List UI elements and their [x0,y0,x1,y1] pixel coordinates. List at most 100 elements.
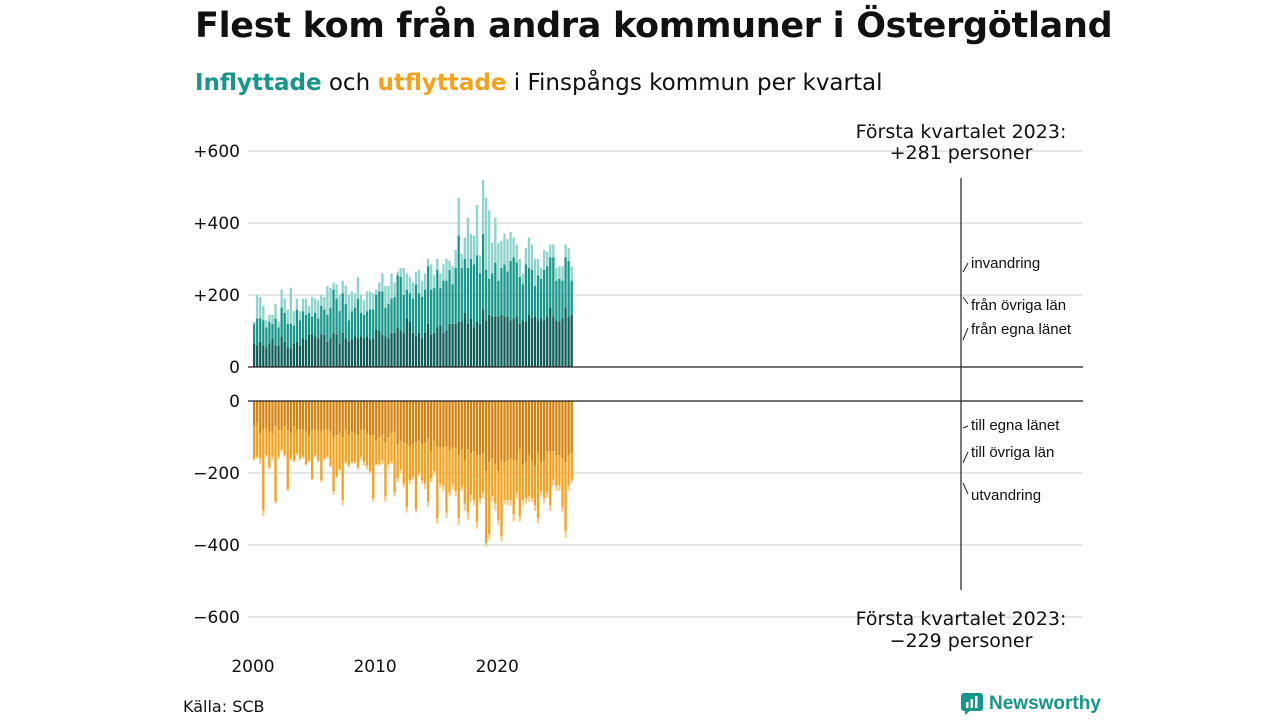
bar-out-egna-lanet [304,401,308,432]
bar-in-ovriga-lan [304,314,308,340]
bar-in-utland [326,286,329,315]
bar-out-egna-lanet [289,401,292,434]
bar-in-egna-lanet [314,336,317,367]
bar-in-ovriga-lan [448,269,451,324]
bar-in-egna-lanet [552,316,555,367]
bar-in-ovriga-lan [546,266,549,317]
bar-in-egna-lanet [530,318,534,367]
bar-in-egna-lanet [494,316,497,367]
bar-in-utland [558,266,561,279]
bar-in-ovriga-lan [417,293,421,333]
bar-out-egna-lanet [439,401,442,448]
bar-out-utland [356,467,360,470]
bar-in-utland [469,233,473,259]
x-tick: 2020 [476,657,519,677]
bar-in-utland [561,266,564,281]
bar-in-utland [317,300,320,319]
bar-out-utland [344,462,347,464]
bar-out-egna-lanet [301,401,305,430]
bar-out-utland [280,449,283,452]
bar-out-utland [448,492,451,497]
bar-out-egna-lanet [451,401,454,448]
bar-out-ovriga-lan [439,447,442,484]
bar-in-ovriga-lan [408,293,411,322]
bar-out-utland [311,478,314,481]
bar-out-ovriga-lan [369,435,372,472]
bar-in-egna-lanet [286,347,289,367]
bar-in-egna-lanet [445,331,448,367]
bar-out-utland [451,483,454,490]
bar-out-ovriga-lan [378,437,381,464]
bar-in-egna-lanet [298,345,302,367]
annotation-top-line1: Första kvartalet 2023: [856,121,1067,143]
bar-out-ovriga-lan [307,435,311,461]
bar-in-utland [314,298,317,313]
bar-out-ovriga-lan [314,429,317,455]
bar-in-ovriga-lan [320,305,323,335]
bar-out-egna-lanet [549,401,552,452]
bar-in-egna-lanet [527,314,531,367]
bar-in-ovriga-lan [280,307,283,337]
bar-in-ovriga-lan [466,268,470,324]
bar-out-utland [387,464,390,468]
bar-out-egna-lanet [271,401,274,434]
bar-out-utland [402,483,405,488]
bar-in-egna-lanet [265,347,268,367]
bar-in-ovriga-lan [500,268,503,315]
bar-in-ovriga-lan [341,293,344,333]
bar-out-ovriga-lan [445,446,448,513]
bar-out-egna-lanet [396,401,399,445]
bar-out-ovriga-lan [372,435,375,499]
bar-in-utland [549,244,552,258]
bar-out-utland [347,465,350,468]
bar-out-egna-lanet [381,401,384,436]
bar-out-ovriga-lan [332,437,335,491]
bar-out-ovriga-lan [549,451,552,506]
bar-out-ovriga-lan [427,438,430,502]
bar-in-egna-lanet [558,322,561,367]
bar-out-egna-lanet [365,401,369,434]
bar-out-egna-lanet [454,401,457,448]
bar-out-egna-lanet [372,401,375,436]
bar-in-egna-lanet [539,318,543,367]
bar-in-ovriga-lan [353,307,357,337]
bar-in-egna-lanet [491,316,494,367]
bar-out-egna-lanet [265,401,268,428]
bar-out-utland [420,480,424,484]
bar-out-egna-lanet [570,401,573,454]
bar-out-egna-lanet [283,401,286,427]
bar-out-egna-lanet [503,401,506,463]
bar-in-ovriga-lan [362,314,366,339]
bar-out-utland [475,521,479,529]
bar-out-ovriga-lan [436,446,439,518]
bar-in-egna-lanet [365,336,369,367]
legend-label: från egna länet [971,321,1072,338]
bar-out-egna-lanet [341,401,344,437]
bar-in-ovriga-lan [332,289,335,333]
bar-out-utland [408,480,411,484]
bar-in-egna-lanet [399,331,402,367]
bar-out-utland [567,485,570,491]
bar-out-ovriga-lan [552,451,555,481]
bar-out-egna-lanet [378,401,381,437]
bar-in-utland [384,286,387,308]
bar-out-utland [381,460,384,464]
bar-out-utland [427,501,430,508]
bar-out-egna-lanet [332,401,335,437]
bar-in-utland [307,305,311,313]
bar-in-utland [460,253,463,268]
bar-in-ovriga-lan [317,318,320,339]
bar-out-utland [481,492,485,499]
bar-out-utland [304,464,308,466]
bar-out-utland [286,489,289,491]
bar-out-ovriga-lan [530,460,534,499]
bar-in-utland [399,268,402,277]
bar-in-utland [304,298,308,315]
bar-out-ovriga-lan [414,442,418,509]
bar-out-ovriga-lan [356,435,360,468]
bar-in-utland [466,217,470,268]
bar-out-utland [274,501,277,504]
bar-in-utland [411,282,415,299]
bar-in-ovriga-lan [570,280,573,315]
bar-in-ovriga-lan [552,257,555,317]
